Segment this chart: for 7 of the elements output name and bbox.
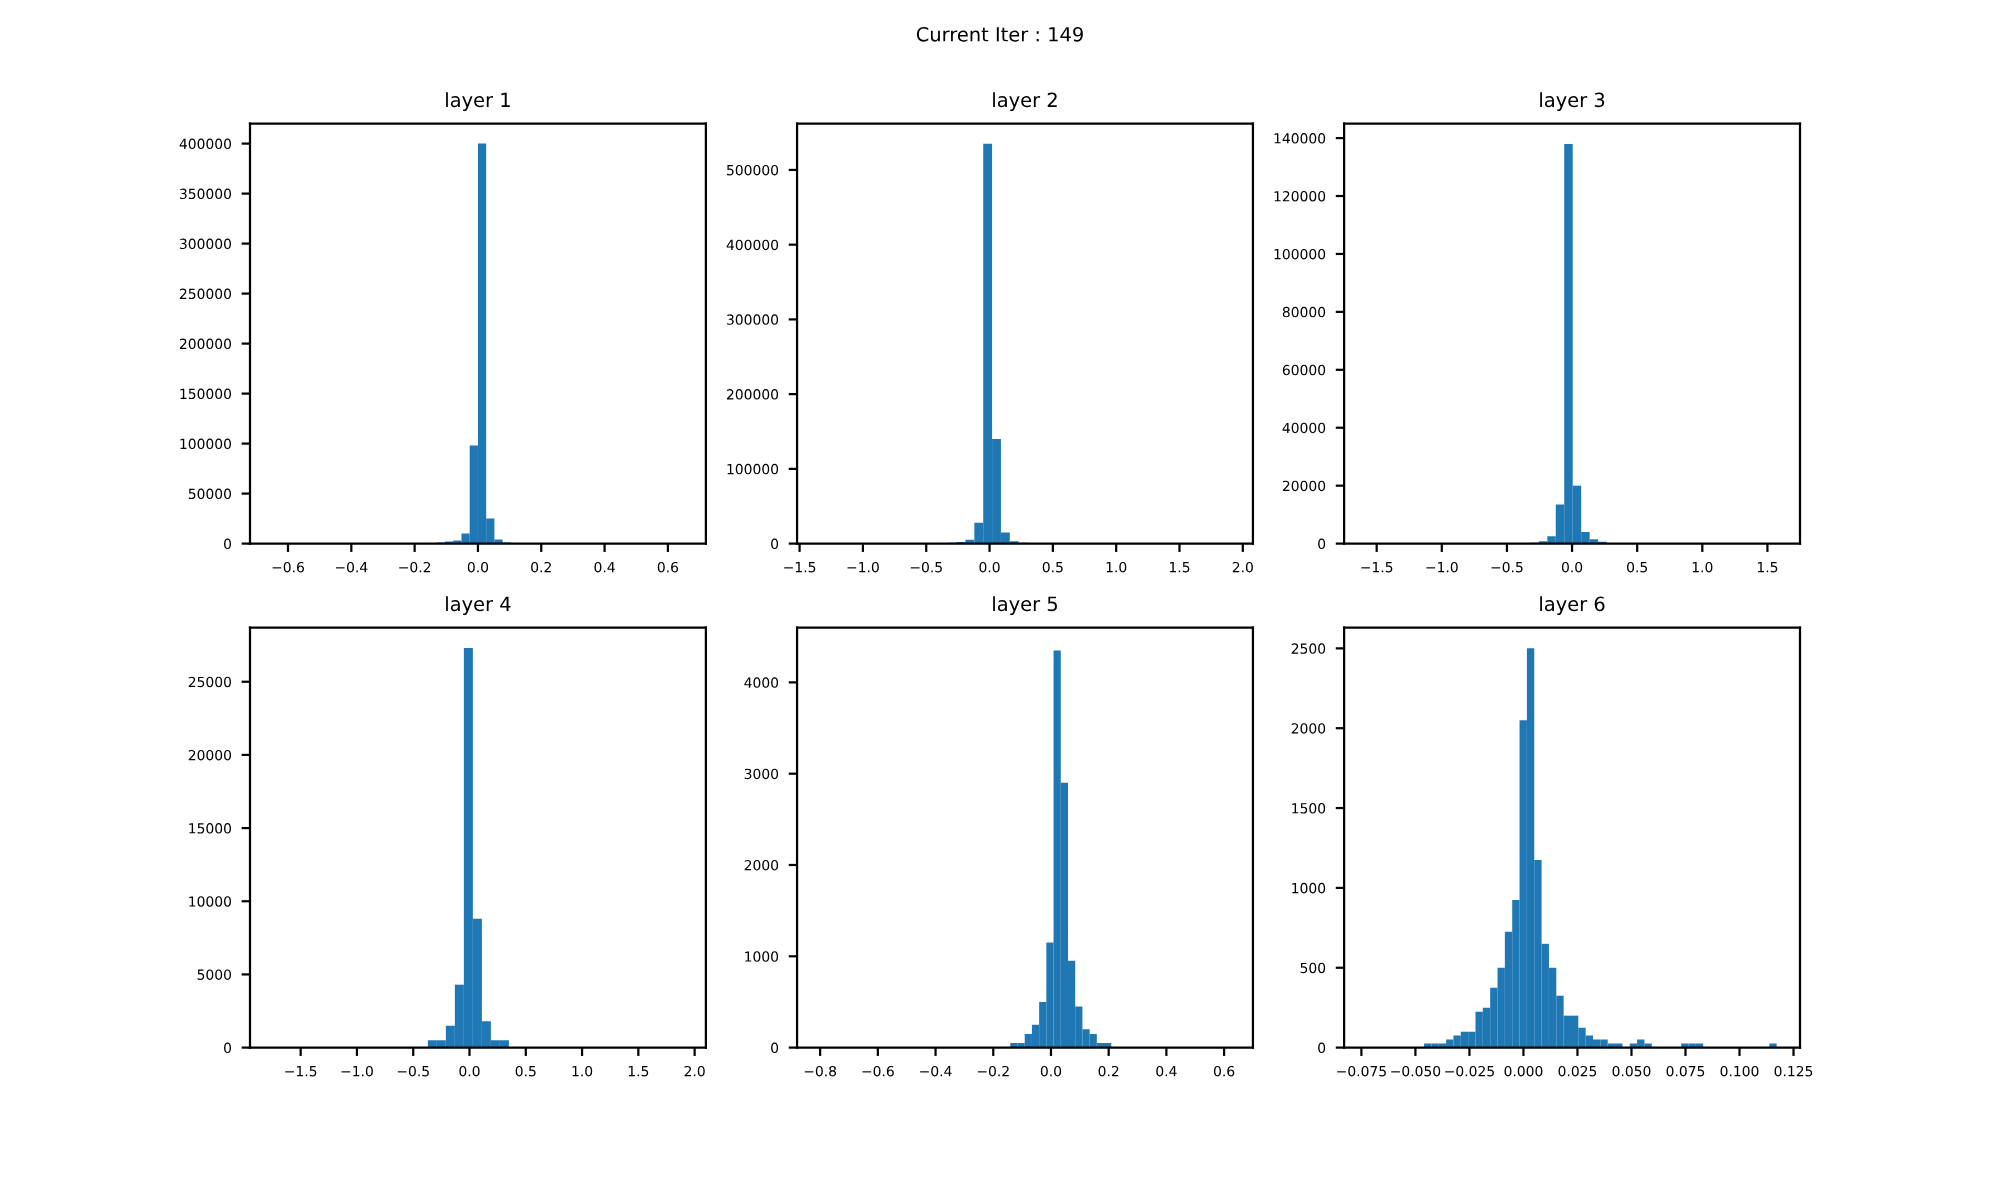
chart-title: layer 2 [993,92,1057,111]
chart-title: layer 5 [993,596,1057,615]
chart-title: layer 3 [1540,92,1605,111]
chart-title: layer 4 [446,596,511,615]
chart-title: layer 6 [1540,596,1605,615]
text: Current Iter : 149 [916,26,1083,42]
chart-title: layer 1 [446,92,510,111]
